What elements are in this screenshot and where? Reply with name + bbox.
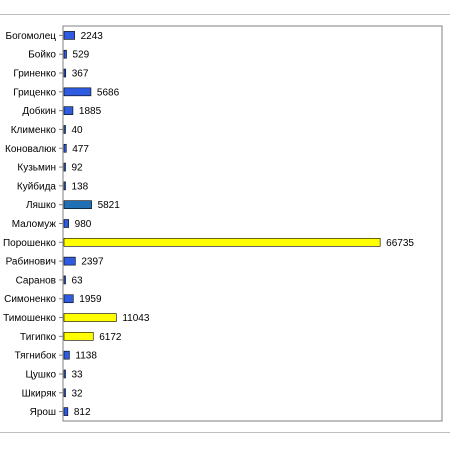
bar xyxy=(63,219,69,228)
category-label: Добкин xyxy=(22,105,56,117)
data-label: 529 xyxy=(73,50,90,61)
bar xyxy=(63,238,381,247)
data-label: 5686 xyxy=(97,87,120,98)
bar xyxy=(63,106,74,115)
bar xyxy=(63,31,75,40)
bar xyxy=(63,68,67,78)
data-label: 138 xyxy=(72,181,89,192)
data-label: 5821 xyxy=(98,200,121,211)
data-label: 2397 xyxy=(81,257,104,268)
category-label: Тигипко xyxy=(20,332,56,343)
category-label: Тягнибок xyxy=(15,350,57,362)
category-label: Саранов xyxy=(16,275,56,286)
data-label: 812 xyxy=(74,407,91,418)
category-label: Богомолец xyxy=(6,31,57,42)
bar xyxy=(63,49,67,59)
bar xyxy=(63,407,69,416)
bar xyxy=(63,332,94,341)
bar xyxy=(63,200,92,209)
category-label: Цушко xyxy=(26,369,57,380)
bar xyxy=(63,369,66,379)
data-label: 1138 xyxy=(75,351,97,362)
bar xyxy=(63,143,67,153)
data-label: 32 xyxy=(72,388,84,399)
bar xyxy=(63,125,66,134)
category-label: Ярош xyxy=(30,407,56,418)
data-label: 66735 xyxy=(386,238,414,249)
bar xyxy=(63,388,66,398)
category-label: Ляшко xyxy=(26,200,56,211)
data-label: 63 xyxy=(72,275,84,286)
data-label: 11043 xyxy=(122,313,150,324)
category-label: Гриценко xyxy=(13,87,56,98)
data-label: 2243 xyxy=(81,31,104,42)
data-label: 6172 xyxy=(99,332,122,343)
top-divider xyxy=(0,14,450,15)
category-label: Рабинович xyxy=(6,256,56,268)
data-label: 1885 xyxy=(79,106,102,117)
bar xyxy=(63,294,74,304)
bar xyxy=(63,313,117,322)
bar xyxy=(63,181,66,191)
bar xyxy=(63,162,66,172)
category-label: Кузьмин xyxy=(17,163,56,174)
category-label: Маломуж xyxy=(12,219,57,230)
data-label: 92 xyxy=(72,163,84,174)
data-label: 33 xyxy=(72,369,84,380)
bar xyxy=(63,256,76,266)
data-label: 477 xyxy=(72,144,89,155)
data-label: 1959 xyxy=(79,294,102,305)
bar xyxy=(63,275,66,285)
bar xyxy=(63,350,70,360)
category-label: Шкиряк xyxy=(22,388,57,399)
category-label: Симоненко xyxy=(4,294,56,305)
plot-border xyxy=(62,25,443,422)
data-label: 367 xyxy=(72,69,89,80)
bar xyxy=(63,87,92,97)
category-label: Бойко xyxy=(28,50,56,61)
category-label: Клименко xyxy=(11,125,57,136)
category-label: Коновалюк xyxy=(5,144,57,155)
data-label: 40 xyxy=(72,125,84,136)
category-label: Порошенко xyxy=(3,238,56,249)
bottom-divider xyxy=(0,432,450,433)
category-label: Гриненко xyxy=(13,69,56,80)
category-label: Куйбида xyxy=(17,180,57,192)
category-label: Тимошенко xyxy=(3,313,56,324)
data-label: 980 xyxy=(75,219,92,230)
